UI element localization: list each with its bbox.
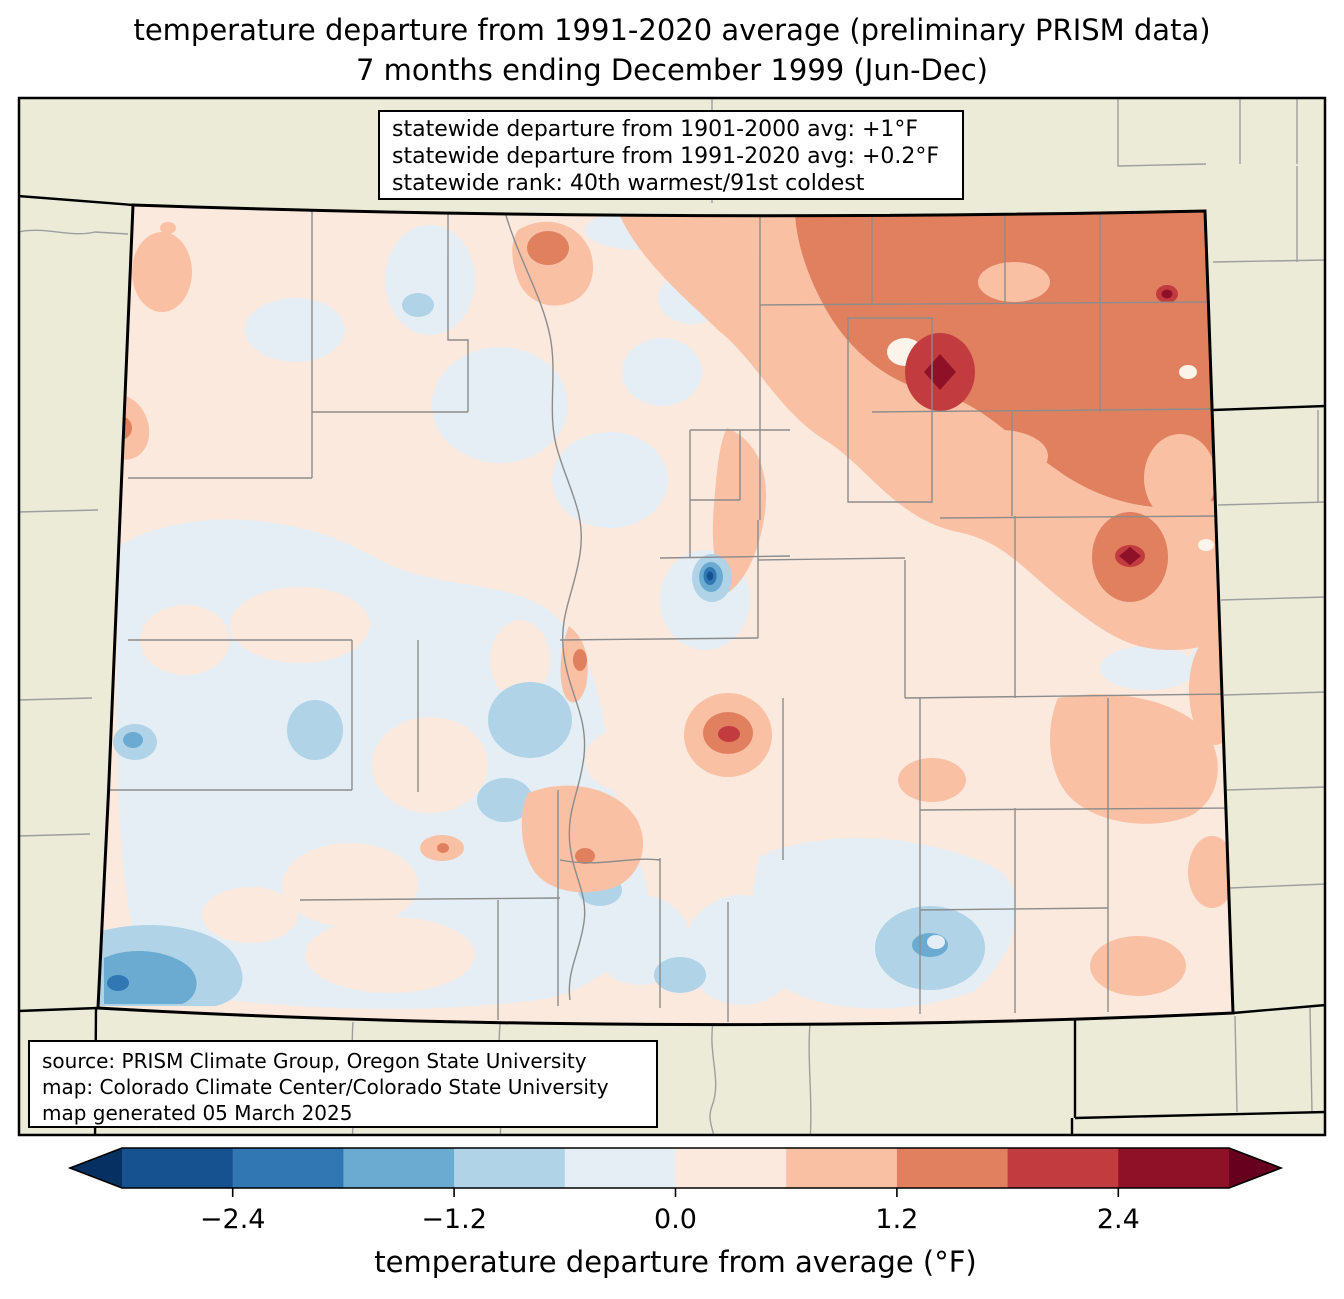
colorbar-segment — [786, 1148, 898, 1188]
colorbar-segment — [232, 1148, 344, 1188]
stats-line-1901: statewide departure from 1901-2000 avg: … — [392, 117, 919, 142]
colorado-county-lines — [108, 207, 1233, 1022]
colorbar: −2.4 −1.2 0.0 1.2 2.4 temperature departure f… — [0, 1140, 1344, 1299]
title-line-2: 7 months ending December 1999 (Jun-Dec) — [356, 53, 988, 87]
colorbar-segment — [1118, 1148, 1230, 1188]
page-title: temperature departure from 1991-2020 ave… — [0, 10, 1344, 90]
colorbar-segment — [1007, 1148, 1119, 1188]
colorado-border — [96, 203, 1235, 1027]
colorbar-segment — [343, 1148, 455, 1188]
warm-core-holes — [952, 262, 1216, 522]
source-line: source: PRISM Climate Group, Oregon Stat… — [42, 1049, 587, 1073]
colorbar-tick-label: −2.4 — [200, 1204, 266, 1235]
colorbar-tick-label: −1.2 — [421, 1204, 487, 1235]
statewide-stats-box: statewide departure from 1901-2000 avg: … — [378, 110, 964, 200]
cold-bullseye — [692, 554, 732, 602]
colorbar-under-arrow — [70, 1148, 122, 1188]
anomaly-field — [98, 205, 1233, 1025]
stats-line-rank: statewide rank: 40th warmest/91st coldes… — [392, 171, 865, 196]
source-attribution-box: source: PRISM Climate Group, Oregon Stat… — [28, 1040, 658, 1128]
colorbar-tick-label: 2.4 — [1097, 1204, 1140, 1235]
colorbar-tick-label: 1.2 — [875, 1204, 918, 1235]
colorbar-over-arrow — [1229, 1148, 1281, 1188]
map-frame — [17, 96, 1327, 1137]
title-line-1: temperature departure from 1991-2020 ave… — [133, 13, 1211, 47]
generated-date-line: map generated 05 March 2025 — [42, 1101, 353, 1125]
warm-anomaly-strong-ne — [795, 211, 1221, 508]
cool-blob-hole — [927, 935, 945, 949]
cool-anomaly-core — [107, 975, 129, 991]
colorbar-segment — [122, 1148, 234, 1188]
colorbar-segment — [564, 1148, 676, 1188]
map-credit-line: map: Colorado Climate Center/Colorado St… — [42, 1075, 609, 1099]
stats-line-1991: statewide departure from 1991-2020 avg: … — [392, 144, 940, 169]
colorbar-segment — [454, 1148, 566, 1188]
cool-anomaly-deep — [104, 732, 948, 1004]
colorbar-tick-label: 0.0 — [654, 1204, 697, 1235]
colorbar-axis-label: temperature departure from average (°F) — [374, 1245, 976, 1279]
colorbar-outline — [67, 1147, 1284, 1189]
colorbar-svg: −2.4 −1.2 0.0 1.2 2.4 temperature departure f… — [67, 1147, 1284, 1279]
colorbar-segment — [675, 1148, 787, 1188]
warm-mottle-patches — [140, 537, 655, 993]
colorbar-segment — [896, 1148, 1009, 1188]
